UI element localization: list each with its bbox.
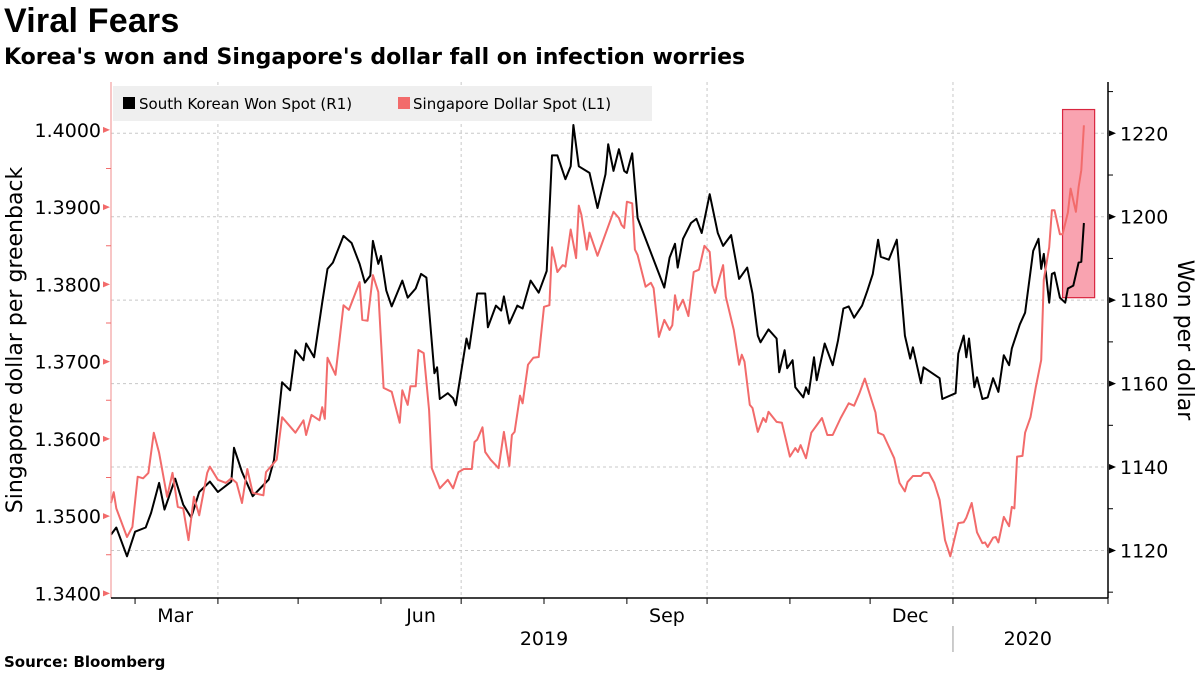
- right-tick-marker: [1109, 130, 1116, 137]
- series-lines: [110, 124, 1085, 558]
- x-month-label: Sep: [649, 605, 685, 627]
- highlight-region: [1061, 108, 1096, 299]
- right-axis-label: Won per dollar: [1172, 260, 1197, 422]
- right-tick-label: 1140: [1120, 457, 1168, 479]
- legend: South Korean Won Spot (R1) Singapore Dol…: [113, 86, 652, 121]
- left-tick-marker: [103, 358, 110, 365]
- right-tick-marker: [1109, 547, 1116, 554]
- left-tick-label: 1.3600: [35, 429, 101, 451]
- right-tick-marker: [1109, 213, 1116, 220]
- left-tick-marker: [103, 281, 110, 288]
- chart-title: Viral Fears: [4, 2, 180, 40]
- right-tick-label: 1220: [1120, 123, 1168, 145]
- left-tick-marker: [103, 435, 110, 442]
- x-month-label: Dec: [892, 605, 929, 627]
- left-tick-marker: [103, 126, 110, 133]
- right-tick-label: 1200: [1120, 207, 1168, 229]
- left-tick-label: 1.3900: [35, 197, 101, 219]
- left-tick-label: 1.3500: [35, 506, 101, 528]
- highlight-box: [1061, 108, 1096, 299]
- left-axis-label: Singapore dollar per greenback: [3, 166, 28, 513]
- left-tick-label: 1.3700: [35, 352, 101, 374]
- gridlines: [111, 82, 1108, 598]
- x-month-label: Mar: [157, 605, 193, 627]
- right-tick-label: 1160: [1120, 374, 1168, 396]
- chart-subtitle: Korea's won and Singapore's dollar fall …: [4, 45, 746, 70]
- left-tick-label: 1.3400: [35, 583, 101, 605]
- left-tick-marker: [103, 204, 110, 211]
- right-tick-marker: [1109, 380, 1116, 387]
- axes: 1.3400 1.3500 1.3600 1.3700 1.3800 1.3900 1.40…: [35, 82, 1168, 652]
- legend-label-won: South Korean Won Spot (R1): [139, 95, 352, 113]
- x-month-label: Jun: [405, 605, 436, 627]
- legend-background: [113, 86, 652, 121]
- right-tick-label: 1120: [1120, 540, 1168, 562]
- source-note: Source: Bloomberg: [4, 653, 166, 671]
- won-series-line: [110, 124, 1085, 558]
- left-tick-label: 1.4000: [35, 120, 101, 142]
- right-tick-marker: [1109, 464, 1116, 471]
- right-tick-marker: [1109, 297, 1116, 304]
- left-tick-marker: [103, 590, 110, 597]
- x-year-label: 2020: [1004, 628, 1052, 650]
- sgd-series-line: [110, 125, 1085, 558]
- right-tick-label: 1180: [1120, 290, 1168, 312]
- legend-label-sgd: Singapore Dollar Spot (L1): [413, 95, 611, 113]
- left-tick-marker: [103, 513, 110, 520]
- x-year-label: 2019: [520, 628, 568, 650]
- left-tick-label: 1.3800: [35, 274, 101, 296]
- legend-swatch-won: [123, 97, 135, 109]
- legend-swatch-sgd: [398, 97, 410, 109]
